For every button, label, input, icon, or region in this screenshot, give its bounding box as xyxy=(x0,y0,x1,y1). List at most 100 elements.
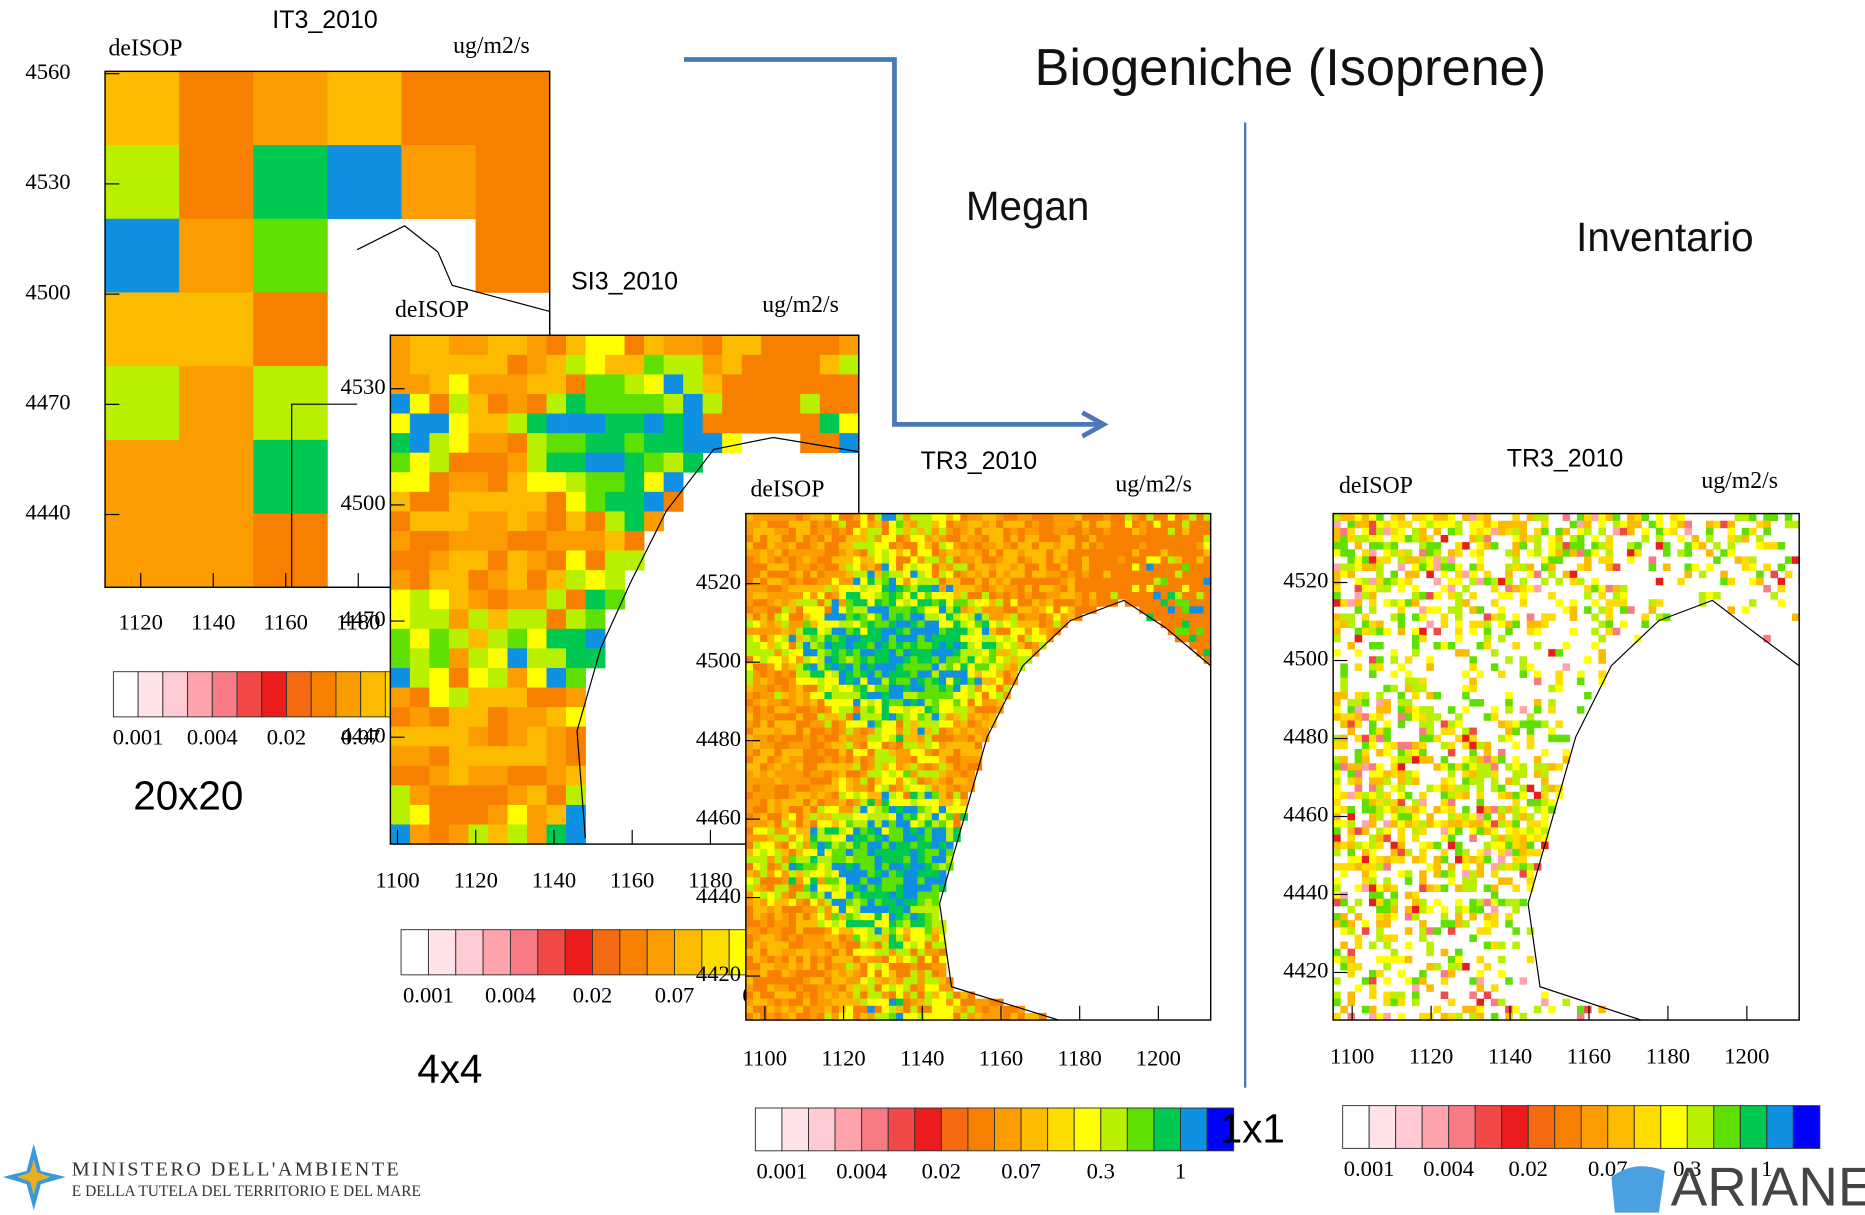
grid-cell xyxy=(882,892,890,899)
grid-cell xyxy=(825,892,833,899)
grid-cell xyxy=(1491,578,1499,585)
grid-cell xyxy=(1455,899,1463,906)
x-tick-label: 1120 xyxy=(821,1046,865,1071)
grid-cell xyxy=(846,870,854,877)
grid-cell xyxy=(903,656,911,663)
grid-cell xyxy=(1153,549,1161,556)
grid-cell xyxy=(488,414,508,434)
grid-cell xyxy=(810,827,818,834)
grid-cell xyxy=(1390,856,1398,863)
grid-cell xyxy=(960,535,968,542)
grid-cell xyxy=(896,999,904,1006)
grid-cell xyxy=(390,746,410,766)
grid-cell xyxy=(566,688,586,708)
grid-cell xyxy=(527,727,547,747)
grid-cell xyxy=(605,472,625,492)
grid-cell xyxy=(910,571,918,578)
grid-cell xyxy=(390,707,410,727)
grid-cell xyxy=(760,906,768,913)
grid-cell xyxy=(1484,820,1492,827)
grid-cell xyxy=(1347,521,1355,528)
grid-cell xyxy=(1484,813,1492,820)
grid-cell xyxy=(817,713,825,720)
grid-cell xyxy=(889,885,897,892)
grid-cell xyxy=(429,531,449,551)
grid-cell xyxy=(796,599,804,606)
grid-cell xyxy=(547,511,567,531)
grid-cell xyxy=(625,414,645,434)
grid-cell xyxy=(1527,514,1535,521)
grid-cell xyxy=(1527,927,1535,934)
grid-cell xyxy=(253,145,327,219)
grid-cell xyxy=(1355,542,1363,549)
grid-cell xyxy=(803,963,811,970)
grid-cell xyxy=(1355,635,1363,642)
grid-cell xyxy=(932,906,940,913)
grid-cell xyxy=(746,770,754,777)
grid-cell xyxy=(917,813,925,820)
grid-cell xyxy=(800,355,820,375)
grid-cell xyxy=(1491,984,1499,991)
grid-cell xyxy=(832,849,840,856)
grid-cell xyxy=(566,531,586,551)
grid-cell xyxy=(789,514,797,521)
grid-cell xyxy=(1462,870,1470,877)
grid-cell xyxy=(1426,820,1434,827)
grid-cell xyxy=(1347,949,1355,956)
grid-cell xyxy=(1398,842,1406,849)
grid-cell xyxy=(1441,571,1449,578)
grid-cell xyxy=(1111,571,1119,578)
colorbar-swatch xyxy=(565,930,592,975)
grid-cell xyxy=(925,942,933,949)
grid-cell xyxy=(996,635,1004,642)
grid-cell xyxy=(968,756,976,763)
grid-cell xyxy=(960,556,968,563)
grid-cell xyxy=(953,592,961,599)
grid-cell xyxy=(1018,528,1026,535)
grid-cell xyxy=(1398,820,1406,827)
grid-cell xyxy=(903,720,911,727)
grid-cell xyxy=(903,514,911,521)
grid-cell xyxy=(932,827,940,834)
grid-cell xyxy=(1053,592,1061,599)
grid-cell xyxy=(1770,542,1778,549)
grid-cell xyxy=(1606,549,1614,556)
colorbar-label: 0.001 xyxy=(1344,1156,1395,1181)
grid-cell xyxy=(789,849,797,856)
grid-cell xyxy=(1491,827,1499,834)
grid-cell xyxy=(996,678,1004,685)
grid-cell xyxy=(867,728,875,735)
grid-cell xyxy=(449,570,469,590)
grid-cell xyxy=(767,549,775,556)
grid-cell xyxy=(917,656,925,663)
grid-cell xyxy=(1139,528,1147,535)
grid-cell xyxy=(860,849,868,856)
grid-cell xyxy=(939,770,947,777)
grid-cell xyxy=(817,806,825,813)
grid-cell xyxy=(867,885,875,892)
grid-cell xyxy=(796,535,804,542)
grid-cell xyxy=(1362,535,1370,542)
grid-cell xyxy=(939,578,947,585)
grid-cell xyxy=(789,785,797,792)
grid-cell xyxy=(817,571,825,578)
grid-cell xyxy=(960,528,968,535)
grid-cell xyxy=(817,578,825,585)
grid-cell xyxy=(1146,571,1154,578)
grid-cell xyxy=(1376,514,1384,521)
grid-cell xyxy=(1376,792,1384,799)
grid-cell xyxy=(1484,942,1492,949)
grid-cell xyxy=(1355,984,1363,991)
grid-cell xyxy=(825,827,833,834)
grid-cell xyxy=(789,870,797,877)
grid-cell xyxy=(761,374,781,394)
y-tick-label: 4440 xyxy=(1283,880,1328,905)
grid-cell xyxy=(753,927,761,934)
grid-cell xyxy=(1398,806,1406,813)
grid-cell xyxy=(968,678,976,685)
grid-cell xyxy=(789,934,797,941)
grid-cell xyxy=(910,628,918,635)
grid-cell xyxy=(1505,692,1513,699)
grid-cell xyxy=(917,585,925,592)
grid-cell xyxy=(975,549,983,556)
